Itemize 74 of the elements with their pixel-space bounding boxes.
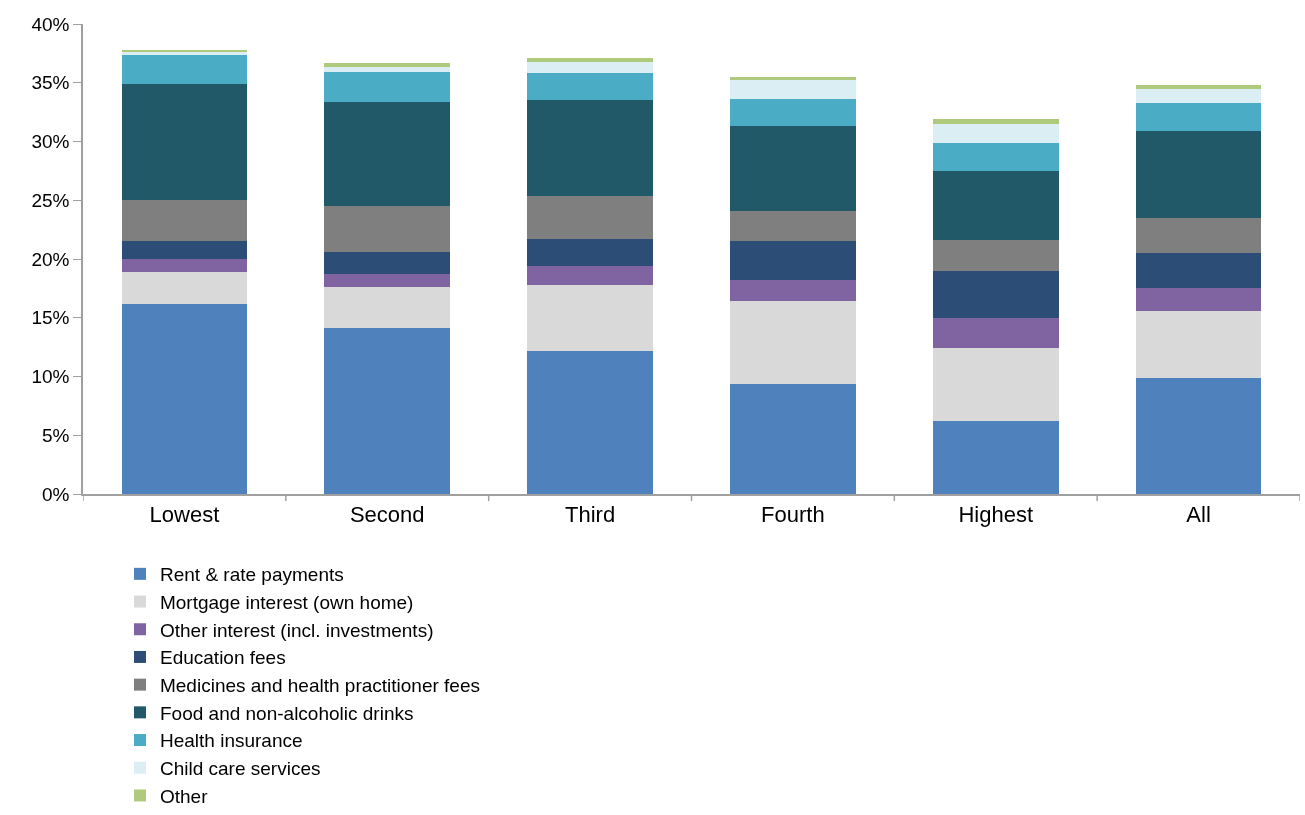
bar [730, 99, 856, 127]
legend-label: Other [159, 785, 209, 807]
bar [730, 383, 856, 494]
bar [527, 100, 653, 196]
y-tick-label: 40% [31, 13, 70, 35]
bar [932, 421, 1059, 494]
y-tick-label: 35% [31, 72, 70, 94]
legend-label: Education fees [159, 647, 286, 669]
y-tick-label: 20% [31, 248, 70, 270]
legend-label: Medicines and health practitioner fees [159, 675, 481, 697]
bar [932, 317, 1059, 349]
legend-label: Food and non-alcoholic drinks [159, 702, 414, 724]
y-tick-label: 25% [31, 189, 70, 211]
bar [1135, 288, 1262, 311]
bar [324, 67, 451, 73]
bar [527, 239, 653, 267]
bar [932, 348, 1059, 422]
x-tick-label: Fourth [761, 502, 825, 528]
bar [1135, 102, 1262, 131]
bar [527, 73, 653, 101]
bar [121, 200, 248, 242]
bar [730, 280, 856, 302]
bar [121, 83, 248, 201]
legend-label: Rent & rate payments [159, 564, 344, 586]
x-tick-label: Second [349, 502, 425, 528]
bar [1135, 253, 1262, 289]
bar [527, 58, 653, 62]
bar [324, 101, 451, 207]
y-tick-label: 30% [31, 131, 70, 153]
bar [932, 119, 1059, 124]
bar [730, 301, 856, 384]
bar [932, 142, 1059, 171]
bar [121, 259, 248, 272]
legend-label: Child care services [159, 758, 321, 780]
bar [1135, 85, 1262, 89]
bar [527, 266, 653, 285]
x-tick-label: Third [565, 502, 616, 528]
bar [1135, 217, 1262, 254]
bar [527, 61, 653, 74]
bar [324, 206, 451, 252]
bar [121, 271, 248, 304]
bar [121, 303, 248, 494]
bar [1135, 377, 1262, 494]
bar [324, 251, 451, 275]
bar [324, 287, 451, 329]
bar [730, 80, 856, 100]
y-tick-label: 15% [31, 307, 70, 329]
bar [121, 241, 248, 259]
legend-label: Health insurance [159, 730, 303, 752]
x-tick-label: Highest [958, 502, 1034, 528]
legend-label: Mortgage interest (own home) [159, 591, 414, 613]
bar [324, 274, 451, 288]
x-tick-label: Lowest [149, 502, 220, 528]
bar [730, 210, 856, 242]
bar [527, 284, 653, 351]
bar [730, 126, 856, 211]
bar [932, 270, 1059, 318]
bar [1135, 88, 1262, 103]
bar [932, 170, 1059, 241]
y-tick-label: 5% [41, 424, 70, 446]
bar [324, 328, 451, 494]
bar [932, 240, 1059, 271]
legend-label: Other interest (incl. investments) [159, 619, 434, 641]
bar [730, 241, 856, 281]
bar [121, 54, 248, 84]
bar [527, 195, 653, 240]
bar [1135, 130, 1262, 218]
x-tick-label: All [1186, 502, 1211, 528]
bar [932, 123, 1059, 143]
bar [1135, 310, 1262, 378]
y-tick-label: 10% [31, 366, 70, 388]
bar [527, 350, 653, 494]
y-tick-label: 0% [41, 483, 70, 505]
bar [324, 72, 451, 102]
